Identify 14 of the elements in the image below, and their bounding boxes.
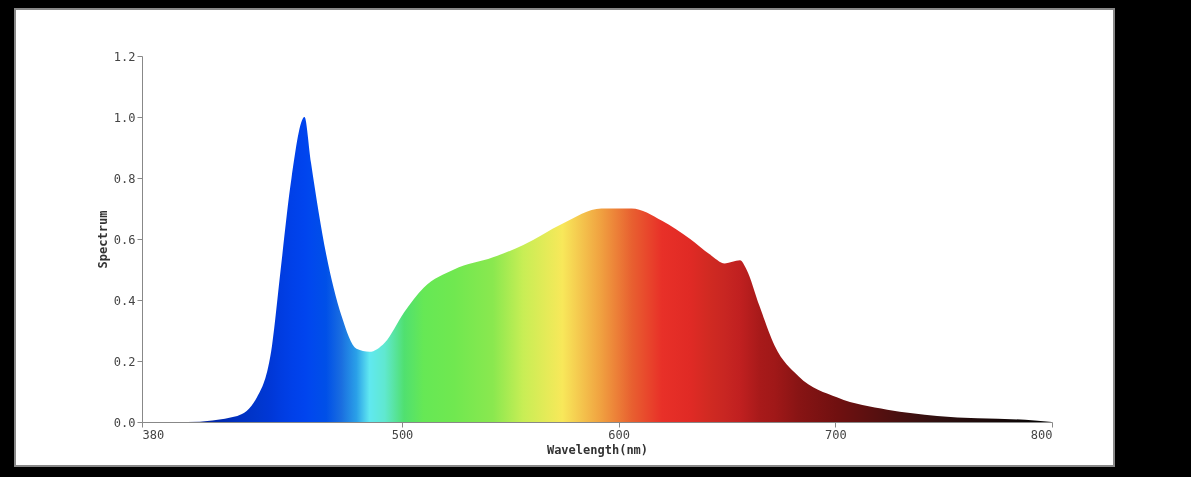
y-axis-title: Spectrum (95, 210, 110, 269)
x-tick-label: 380 (142, 427, 165, 442)
x-tick-label: 600 (608, 427, 631, 442)
y-tick-label: 1.0 (113, 110, 136, 125)
x-tick-label: 800 (1030, 427, 1053, 442)
x-axis-title: Wavelength(nm) (546, 442, 649, 457)
y-tick-label: 0.8 (113, 171, 136, 186)
x-tick-label: 500 (391, 427, 414, 442)
y-tick-label: 0.4 (113, 293, 136, 308)
y-tick-label: 0.2 (113, 354, 136, 369)
y-tick-label: 0.0 (113, 415, 136, 430)
y-tick-label: 1.2 (113, 49, 136, 64)
x-tick-label: 700 (824, 427, 847, 442)
y-tick-label: 0.6 (113, 232, 136, 247)
